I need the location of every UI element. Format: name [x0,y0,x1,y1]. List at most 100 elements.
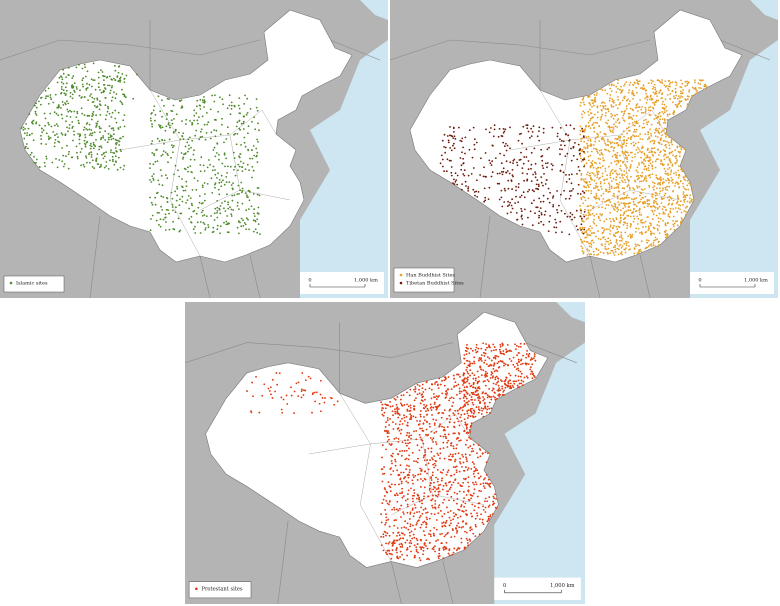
site-dot [526,362,528,365]
site-dot [610,105,613,108]
site-dot [517,139,520,142]
site-dot [122,119,125,122]
site-dot [589,154,592,157]
site-dot [44,124,46,127]
site-dot [403,477,405,480]
site-dot [648,164,650,167]
site-dot [169,126,171,129]
site-dot [94,145,97,148]
site-dot [664,132,667,134]
site-dot [598,140,601,142]
site-dot [586,253,589,256]
site-dot [460,504,463,507]
site-dot [103,166,106,169]
site-dot [409,525,412,528]
site-dot [679,92,682,95]
site-dot [88,128,91,131]
site-dot [32,139,35,142]
site-dot [545,162,547,165]
site-dot [151,203,154,206]
site-dot [429,425,431,428]
site-dot [669,228,672,231]
site-dot [623,170,626,173]
site-dot [660,143,663,146]
site-dot [193,119,196,122]
site-dot [469,415,472,418]
site-dot [679,208,681,211]
site-dot [583,165,585,168]
site-dot [479,518,481,521]
site-dot [255,98,258,100]
site-dot [605,112,607,114]
site-dot [631,91,634,94]
site-dot [620,209,622,212]
site-dot [672,113,675,116]
site-dot [649,230,652,233]
site-dot [437,555,440,558]
site-dot [429,533,432,536]
site-dot [406,424,408,427]
site-dot [520,379,523,382]
site-dot [387,438,390,441]
site-dot [612,208,615,210]
site-dot [435,519,438,521]
site-dot [584,199,587,202]
site-dot [253,116,256,119]
site-dot [423,542,426,545]
site-dot [637,171,639,174]
site-dot [495,348,497,351]
site-dot [652,91,655,94]
site-dot [529,136,531,139]
site-dot [418,500,421,503]
site-dot [512,175,514,178]
site-dot [239,160,242,163]
site-dot [616,151,619,154]
scale-box [690,272,774,294]
site-dot [606,138,609,141]
site-dot [651,165,654,168]
site-dot [613,254,616,256]
site-dot [250,205,253,208]
site-dot [581,116,584,119]
site-dot [409,388,412,391]
site-dot [585,230,588,232]
site-dot [22,129,25,131]
site-dot [155,219,158,222]
site-dot [684,85,687,88]
site-dot [453,473,456,476]
site-dot [209,137,212,140]
site-dot [223,183,226,186]
site-dot [477,406,480,408]
site-dot [627,241,629,244]
site-dot [402,394,405,396]
site-dot [102,157,105,160]
site-dot [590,143,593,146]
site-dot [462,461,465,464]
site-dot [472,492,475,495]
site-dot [540,213,543,216]
site-dot [628,84,631,86]
site-dot [396,412,399,414]
site-dot [654,101,656,104]
site-dot [585,125,587,128]
site-dot [411,537,414,540]
site-dot [391,549,394,551]
legend-symbol [9,281,13,285]
site-dot [686,98,689,101]
site-dot [588,95,591,98]
site-dot [384,509,387,511]
site-dot [61,117,64,120]
site-dot [83,139,86,142]
site-dot [107,132,110,135]
site-dot [412,474,414,476]
site-dot [680,147,683,149]
site-dot [489,515,492,518]
site-dot [619,214,622,217]
site-dot [90,78,93,81]
site-dot [497,384,500,387]
site-dot [90,129,93,131]
site-dot [682,193,685,196]
site-dot [616,107,619,110]
site-dot [625,240,627,243]
site-dot [688,202,691,204]
